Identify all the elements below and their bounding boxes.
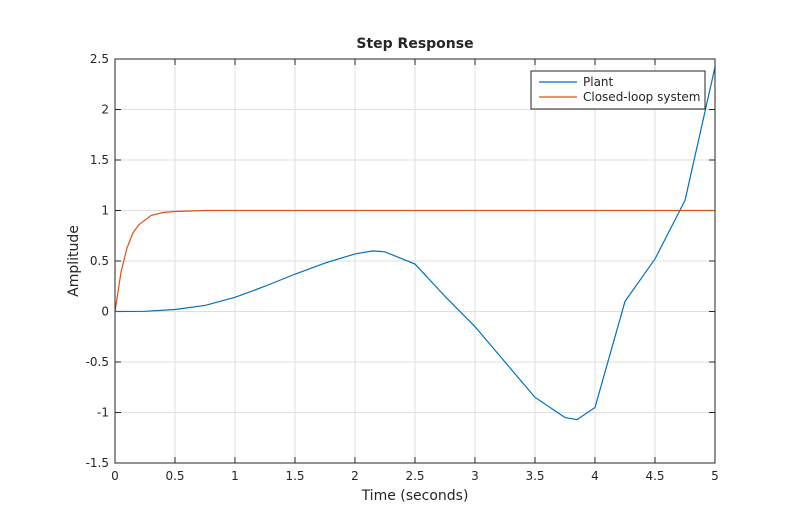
x-tick-label: 2.5 (405, 469, 424, 483)
x-tick-label: 0 (111, 469, 119, 483)
x-axis-label: Time (seconds) (361, 488, 469, 504)
series-line (114, 209, 715, 312)
legend-box (530, 70, 706, 110)
legend-label: Plant (583, 75, 614, 89)
y-tick-label: 1.5 (90, 153, 109, 167)
x-tick-label: 3.5 (525, 469, 544, 483)
y-tick-label: 2.5 (90, 52, 109, 66)
axes-box (114, 58, 716, 464)
x-tick-label: 1.5 (285, 469, 304, 483)
y-tick-label: 2 (101, 103, 109, 117)
x-tick-label: 4.5 (645, 469, 664, 483)
y-tick-label: 0 (101, 305, 109, 319)
x-tick-label: 5 (711, 469, 719, 483)
y-tick-label: -1.5 (86, 456, 109, 470)
y-tick-label: -1 (97, 406, 109, 420)
x-tick-label: 2 (351, 469, 359, 483)
chart-title: Step Response (356, 36, 473, 52)
x-tick-label: 1 (231, 469, 239, 483)
x-tick-label: 4 (591, 469, 599, 483)
series-line (114, 66, 716, 421)
legend-label: Closed-loop system (583, 90, 700, 104)
x-tick-label: 3 (471, 469, 479, 483)
y-tick-label: -0.5 (86, 355, 109, 369)
y-tick-label: 1 (101, 204, 109, 218)
y-tick-label: 0.5 (90, 254, 109, 268)
y-axis-label: Amplitude (66, 225, 82, 297)
x-tick-label: 0.5 (165, 469, 184, 483)
